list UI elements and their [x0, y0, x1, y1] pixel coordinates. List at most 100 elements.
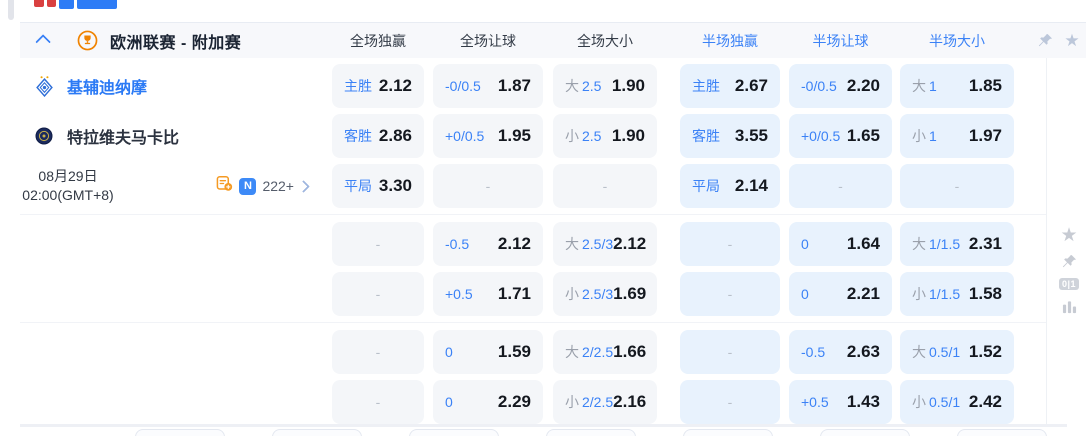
side-toolbar: ★ 0|1: [1057, 226, 1081, 314]
match-date: 08月29日: [38, 168, 98, 184]
odds-value: 1.69: [613, 284, 647, 303]
odds-cell-ft-handicap[interactable]: +0.5 1.71: [433, 272, 543, 316]
odds-cell-ht-ou[interactable]: 大 0.5/1 1.52: [900, 330, 1014, 374]
odds-cell-ht-handicap[interactable]: +0/0.5 1.65: [789, 114, 892, 158]
odds-cell-ft-ou[interactable]: 小 2/2.5 2.16: [553, 380, 657, 424]
bet-label: +0.5: [445, 286, 473, 302]
odds-value: 2.42: [968, 392, 1002, 411]
empty-dash: -: [727, 344, 733, 360]
ou-line: 1: [929, 128, 937, 144]
next-card-pill[interactable]: [409, 429, 499, 436]
next-card-pill[interactable]: [957, 429, 1047, 436]
scrollbar-fragment[interactable]: [8, 0, 14, 20]
odds-cell-ft-win: -: [332, 380, 424, 424]
bet-label: 客胜: [692, 128, 720, 144]
odds-cell-ft-win[interactable]: 客胜 2.86: [332, 114, 424, 158]
odds-cell-ht-handicap[interactable]: 0 1.64: [789, 222, 892, 266]
column-header-ht-win: 半场独赢: [702, 32, 758, 49]
odds-cell-ht-handicap[interactable]: -0.5 2.63: [789, 330, 892, 374]
pin-icon[interactable]: [1036, 32, 1054, 50]
bet-label: 平局: [692, 178, 720, 194]
more-markets-link[interactable]: N 222+: [216, 175, 310, 197]
empty-dash: -: [838, 178, 843, 194]
odds-cell-ht-handicap[interactable]: 0 2.21: [789, 272, 892, 316]
pin-button[interactable]: [1062, 254, 1077, 269]
extra-odds-row: - +0.5 1.71 小 2.5/3 1.69-0 2.21 小 1/1.5 1.58: [20, 272, 1046, 316]
empty-dash: -: [375, 236, 381, 252]
odds-value: 1.85: [968, 76, 1002, 95]
odds-cell-ht-ou[interactable]: 小 1 1.97: [900, 114, 1014, 158]
odds-cell-ft-ou[interactable]: 大 2/2.5 1.66: [553, 330, 657, 374]
stats-icon: [216, 175, 233, 197]
ou-prefix: 小: [912, 394, 926, 410]
home-team-name[interactable]: 基辅迪纳摩: [67, 80, 148, 97]
empty-dash: -: [954, 178, 960, 194]
empty-dash: -: [375, 344, 381, 360]
odds-value: 1.52: [968, 342, 1002, 361]
collapse-button[interactable]: [34, 31, 54, 51]
odds-value: 2.63: [846, 342, 880, 361]
score-corner-toggle[interactable]: 0|1: [1058, 278, 1080, 290]
odds-cell-ht-win[interactable]: 客胜 3.55: [680, 114, 780, 158]
ou-prefix: 小: [565, 394, 579, 410]
odds-cell-ft-handicap: -: [433, 164, 543, 208]
europa-league-icon: [76, 30, 98, 52]
odds-cell-ht-ou[interactable]: 小 1/1.5 1.58: [900, 272, 1014, 316]
odds-cell-ft-ou[interactable]: 小 2.5/3 1.69: [553, 272, 657, 316]
away-team-name[interactable]: 特拉维夫马卡比: [67, 130, 180, 147]
odds-cell-ft-handicap[interactable]: -0.5 2.12: [433, 222, 543, 266]
bet-label: -0.5: [445, 236, 470, 252]
bet-label: 平局: [344, 178, 372, 194]
bar-chart-icon[interactable]: [1062, 299, 1077, 314]
clipped-tab-fragment: [77, 0, 117, 9]
odds-cell-ht-handicap[interactable]: -0/0.5 2.20: [789, 64, 892, 108]
home-team-row: 基辅迪纳摩 主胜 2.12 -0/0.5 1.87 大 2.5 1.90 主胜 2.67 -0/0…: [20, 64, 1046, 108]
next-card-pill[interactable]: [683, 429, 773, 436]
odds-cell-ft-win[interactable]: 平局 3.30: [332, 164, 424, 208]
away-team-crest-icon: [34, 126, 54, 146]
odds-cell-ft-ou[interactable]: 小 2.5 1.90: [553, 114, 657, 158]
favorite-star-button[interactable]: ★: [1060, 225, 1078, 246]
odds-cell-ht-win[interactable]: 主胜 2.67: [680, 64, 780, 108]
chevron-up-icon: [34, 34, 51, 50]
empty-dash: -: [602, 178, 608, 194]
next-card-pill[interactable]: [820, 429, 910, 436]
odds-cell-ht-ou[interactable]: 大 1/1.5 2.31: [900, 222, 1014, 266]
odds-cell-ft-ou[interactable]: 大 2.5 1.90: [553, 64, 657, 108]
column-header-ft-handicap: 全场让球: [460, 32, 516, 49]
odds-value: 3.55: [734, 126, 768, 145]
ou-line: 1/1.5: [929, 286, 961, 302]
extra-odds-row: - -0.5 2.12 大 2.5/3 2.12 - 0 1.64 大 1/1.5 2.31: [20, 222, 1046, 266]
match-datetime: 08月29日 02:00(GMT+8): [20, 167, 116, 205]
odds-cell-ht-ou: -: [900, 164, 1014, 208]
odds-cell-ft-ou: -: [553, 164, 657, 208]
next-card-pill[interactable]: [135, 429, 225, 436]
odds-value: 2.67: [734, 76, 768, 95]
ou-line: 1/1.5: [929, 236, 961, 252]
odds-cell-ft-win[interactable]: 主胜 2.12: [332, 64, 424, 108]
odds-cell-ft-ou[interactable]: 大 2.5/3 2.12: [553, 222, 657, 266]
odds-cell-ht-handicap: -: [789, 164, 892, 208]
odds-cell-ft-handicap[interactable]: 0 1.59: [433, 330, 543, 374]
odds-cell-ht-win: -: [680, 380, 780, 424]
odds-cell-ft-handicap[interactable]: -0/0.5 1.87: [433, 64, 543, 108]
odds-cell-ht-handicap[interactable]: +0.5 1.43: [789, 380, 892, 424]
odds-cell-ht-win: -: [680, 222, 780, 266]
league-title: 欧洲联赛 - 附加赛: [110, 34, 242, 52]
next-card-pill[interactable]: [546, 429, 636, 436]
next-card-pill[interactable]: [272, 429, 362, 436]
ou-line: 0.5/1: [929, 344, 961, 360]
extra-odds-row: -0 1.59 大 2/2.5 1.66- -0.5 2.63 大 0.5/1 1.52: [20, 330, 1046, 374]
match-time: 02:00(GMT+8): [22, 187, 114, 203]
empty-dash: -: [727, 236, 733, 252]
odds-value: 1.97: [968, 126, 1002, 145]
away-team-row: 特拉维夫马卡比 客胜 2.86 +0/0.5 1.95 小 2.5 1.90 客胜 3.55 +0…: [20, 114, 1046, 158]
header-icons: ★: [1036, 32, 1081, 50]
odds-cell-ht-ou[interactable]: 大 1 1.85: [900, 64, 1014, 108]
odds-cell-ht-win[interactable]: 平局 2.14: [680, 164, 780, 208]
bet-label: -0.5: [801, 344, 826, 360]
star-icon[interactable]: ★: [1064, 31, 1080, 50]
odds-cell-ft-handicap[interactable]: 0 2.29: [433, 380, 543, 424]
odds-cell-ft-handicap[interactable]: +0/0.5 1.95: [433, 114, 543, 158]
odds-cell-ht-ou[interactable]: 小 0.5/1 2.42: [900, 380, 1014, 424]
